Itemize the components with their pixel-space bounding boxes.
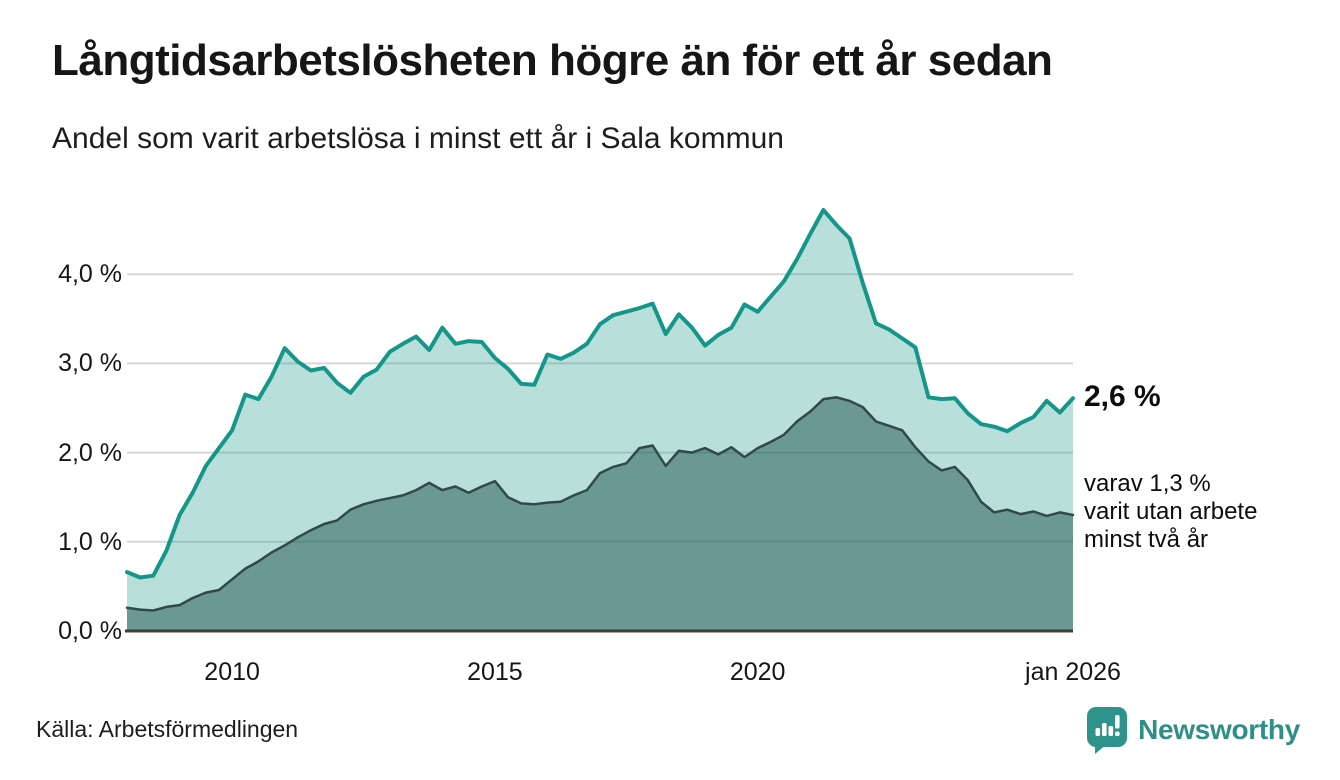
- y-axis-label-0: 0,0 %: [58, 617, 122, 645]
- newsworthy-logo-icon: [1087, 707, 1128, 754]
- brand-wordmark: Newsworthy: [1138, 714, 1300, 745]
- end-value-annotation: 2,6 %: [1084, 380, 1161, 413]
- x-axis-label-2015: 2015: [467, 658, 523, 686]
- chart-title: Långtidsarbetslösheten högre än för ett …: [52, 36, 1053, 85]
- x-axis-label-2010: 2010: [204, 658, 260, 686]
- newsworthy-brand: Newsworthy: [1086, 706, 1300, 754]
- source-attribution: Källa: Arbetsförmedlingen: [36, 716, 299, 742]
- x-axis-label-jan-2026: jan 2026: [1025, 658, 1121, 686]
- x-axis-label-2020: 2020: [729, 658, 786, 686]
- y-axis-label-4: 4,0 %: [58, 260, 122, 289]
- y-axis-label-1: 1,0 %: [58, 527, 122, 556]
- chart-subtitle: Andel som varit arbetslösa i minst ett å…: [52, 122, 784, 155]
- y-axis-label-2: 2,0 %: [58, 438, 122, 467]
- y-axis-label-3: 3,0 %: [58, 349, 122, 378]
- two-year-series-annotation: varav 1,3 % varit utan arbete minst två …: [1084, 470, 1258, 553]
